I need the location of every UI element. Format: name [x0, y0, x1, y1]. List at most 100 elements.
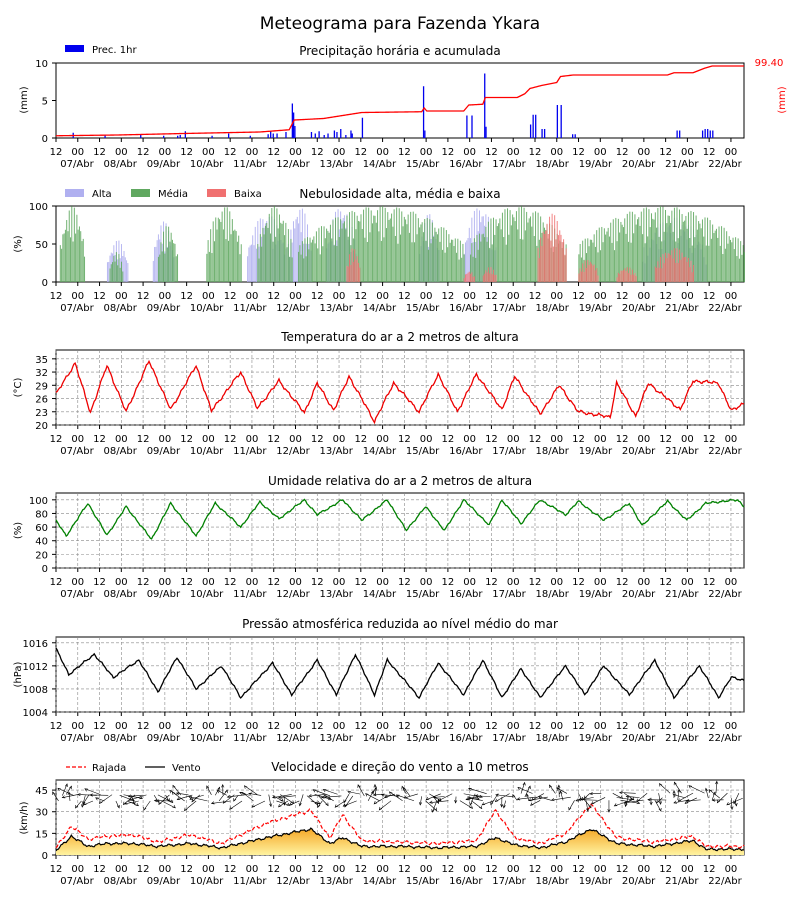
wind-arrow-head — [619, 791, 623, 795]
wind-arrow — [614, 799, 632, 807]
temperature-title: Temperatura do ar a 2 metros de altura — [280, 330, 519, 344]
wind-arrow-head — [75, 804, 79, 809]
wind-arrow — [549, 784, 556, 794]
day-label: 09/Abr — [147, 589, 181, 600]
wind-arrow — [717, 792, 728, 803]
cloud-bar — [491, 274, 493, 282]
day-label: 09/Abr — [147, 303, 181, 314]
legend-label-wind: Vento — [172, 763, 201, 774]
x-tick-label: 00 — [158, 291, 171, 302]
cloud-bar — [719, 245, 721, 282]
cloud-bar — [679, 249, 681, 282]
cloud-bar — [671, 250, 673, 282]
wind-arrow-head — [677, 798, 682, 802]
wind-arrow-head — [286, 802, 291, 806]
x-tick-label: 12 — [485, 721, 498, 732]
cloud-bar — [225, 239, 227, 282]
wind-arrow — [560, 791, 564, 801]
wind-arrow-head — [649, 801, 653, 806]
cloud-bar — [484, 273, 486, 282]
wind-arrow — [365, 793, 380, 802]
day-label: 19/Abr — [579, 876, 613, 887]
cloud-bar — [505, 244, 507, 282]
wind-arrow — [404, 793, 418, 799]
cloud-bar — [75, 233, 77, 282]
cloud-bar — [349, 254, 351, 282]
cloud-bar — [491, 244, 493, 282]
wind-arrow — [463, 793, 483, 798]
cloud-bar — [264, 225, 266, 282]
wind-arrow-head — [171, 791, 176, 796]
wind-arrow-head — [550, 798, 555, 802]
cloud-bar — [173, 243, 175, 282]
wind-arrow-head — [229, 806, 233, 810]
cloud-bar — [81, 241, 83, 282]
cloud-bar — [652, 218, 654, 282]
cloud-bar — [626, 213, 628, 282]
cloud-bar — [318, 227, 320, 282]
wind-arrow-head — [613, 803, 618, 807]
cloud-bar — [633, 233, 635, 282]
x-tick-label: 00 — [463, 147, 476, 158]
wind-arrow — [115, 800, 120, 809]
x-tick-label: 12 — [442, 291, 455, 302]
cloud-bar — [622, 270, 624, 282]
cloud-bar — [597, 275, 599, 282]
y-tick-label: 35 — [35, 355, 48, 366]
precip-bar — [471, 115, 473, 138]
x-tick-label: 12 — [354, 721, 367, 732]
cloud-bar — [472, 256, 474, 282]
wind-arrow-head — [280, 798, 284, 802]
cloud-bar — [458, 259, 460, 282]
precip-bar — [276, 133, 278, 138]
day-label: 11/Abr — [233, 159, 267, 170]
cloud-bar — [661, 241, 663, 282]
wind-arrow-head — [371, 790, 375, 794]
day-label: 10/Abr — [190, 876, 224, 887]
wind-arrow-head — [434, 807, 438, 812]
cloud-bar — [221, 211, 223, 282]
wind-arrow-head — [184, 807, 188, 812]
cloud-bar — [215, 217, 217, 282]
cloud-bar — [453, 245, 455, 282]
wind-arrow-head — [647, 798, 651, 802]
cloud-bar — [267, 227, 269, 282]
wind-arrow-head — [243, 785, 248, 789]
cloud-bar — [555, 239, 557, 282]
cloud-bar — [222, 229, 224, 282]
cloud-bar — [117, 265, 119, 282]
wind-arrow-head — [549, 784, 552, 789]
cloud-bar — [617, 218, 619, 282]
wind-arrow — [467, 797, 483, 801]
precip-bar — [350, 130, 352, 138]
x-tick-label: 12 — [572, 721, 585, 732]
wind-arrow-head — [636, 798, 640, 803]
day-label: 15/Abr — [406, 303, 440, 314]
cloud-bar — [614, 250, 616, 282]
cloud-bar — [400, 234, 401, 282]
day-label: 07/Abr — [60, 303, 94, 314]
wind-arrow — [626, 796, 640, 798]
cloud-bar — [73, 207, 75, 282]
y-tick-label: 100 — [29, 202, 48, 213]
cloud-bar — [659, 257, 661, 282]
cloud-bar — [619, 232, 621, 282]
cloud-bar — [448, 234, 450, 282]
cloud-bar — [354, 249, 356, 282]
x-tick-label: 00 — [115, 147, 128, 158]
cloud-bar — [526, 211, 528, 282]
cloud-bar — [713, 233, 715, 282]
cloud-bar — [582, 263, 584, 282]
wind-arrow-head — [289, 802, 293, 806]
wind-arrow — [726, 797, 743, 806]
cloud-bar — [650, 213, 652, 282]
cloud-bar — [447, 247, 449, 282]
day-label: 17/Abr — [492, 733, 526, 744]
day-label: 17/Abr — [492, 589, 526, 600]
wind-arrow-head — [432, 795, 437, 799]
cloud-bar — [459, 240, 461, 282]
day-label: 13/Abr — [319, 733, 353, 744]
cloud-bar — [579, 268, 581, 282]
x-tick-label: 00 — [550, 291, 563, 302]
cloud-bar — [253, 245, 255, 282]
